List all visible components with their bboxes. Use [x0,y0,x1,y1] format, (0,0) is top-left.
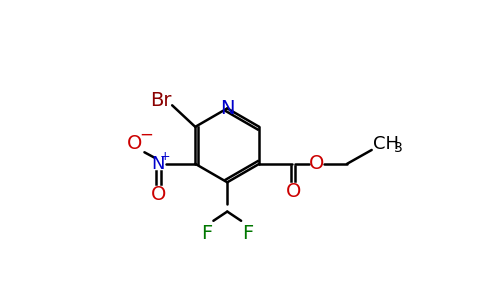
Text: F: F [202,224,213,243]
Text: N: N [151,155,165,173]
Text: F: F [242,224,253,243]
Text: O: O [309,154,324,173]
Text: N: N [220,99,235,118]
Text: Br: Br [151,91,172,110]
Text: 3: 3 [393,141,402,155]
Text: O: O [127,134,142,153]
Text: O: O [286,182,301,201]
Text: −: − [139,126,153,144]
Text: O: O [151,185,166,204]
Text: CH: CH [373,135,398,153]
Text: +: + [160,150,170,164]
